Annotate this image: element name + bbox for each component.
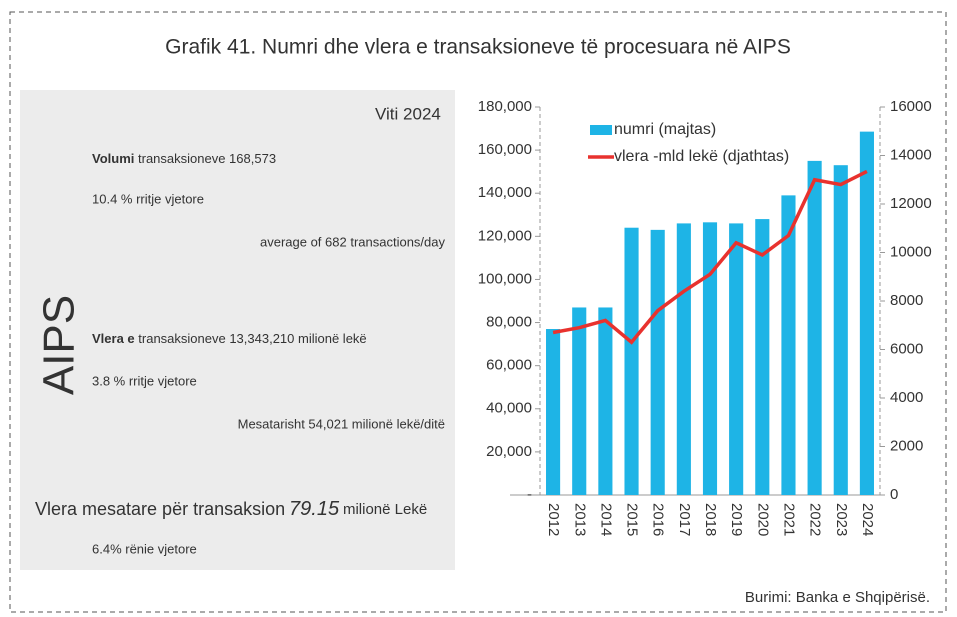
bar — [755, 219, 770, 496]
bar — [598, 307, 613, 495]
frame — [9, 11, 947, 613]
y-tick-label: 160,000 — [478, 141, 532, 158]
y-tick-label: 60,000 — [486, 357, 532, 374]
y-tick-label: - — [527, 486, 532, 503]
line — [552, 169, 868, 345]
x-tick-label: 2018 — [702, 503, 719, 536]
value-text: transaksioneve 13,343,210 milionë lekë — [138, 331, 366, 346]
bar — [572, 307, 587, 495]
x-tick-label: 2021 — [780, 503, 797, 536]
panel-heading: Viti 2024 — [375, 104, 441, 123]
bar — [807, 160, 822, 495]
y-tick-label: 100,000 — [478, 270, 532, 287]
bar — [781, 195, 796, 495]
legend-swatch — [590, 125, 612, 135]
x-tick-label: 2017 — [676, 503, 693, 536]
x-tick-label: 2020 — [754, 503, 771, 536]
bar — [859, 131, 874, 495]
mean-change: 6.4% rënie vjetore — [92, 541, 197, 556]
y2-tick-label: 10000 — [890, 243, 932, 260]
mean-number: 79.15 — [289, 498, 340, 520]
y2-tick-label: 12000 — [890, 195, 932, 212]
y2-tick-label: 4000 — [890, 389, 923, 406]
y2-tick-label: 14000 — [890, 146, 932, 163]
x-tick-label: 2024 — [859, 503, 876, 536]
y-tick-label: 20,000 — [486, 443, 532, 460]
volume-average: average of 682 transactions/day — [260, 234, 446, 249]
bar — [676, 223, 691, 495]
value-line: Vlera e transaksioneve 13,343,210 milion… — [92, 331, 367, 346]
mean-label: Vlera mesatare për transaksion — [35, 499, 285, 519]
bar — [729, 223, 744, 495]
x-tick-label: 2022 — [807, 503, 824, 536]
x-tick-label: 2012 — [545, 503, 562, 536]
chart-title: Grafik 41. Numri dhe vlera e transaksion… — [165, 36, 791, 59]
bar — [546, 329, 561, 495]
y-tick-label: 120,000 — [478, 227, 532, 244]
value-average: Mesatarisht 54,021 milionë lekë/ditë — [238, 416, 445, 431]
volume-growth: 10.4 % rritje vjetore — [92, 191, 204, 206]
y2-tick-label: 16000 — [890, 98, 932, 115]
x-tick-label: 2023 — [833, 503, 850, 536]
legend-label: vlera -mld lekë (djathtas) — [614, 148, 789, 165]
x-tick-label: 2019 — [728, 503, 745, 536]
y-tick-label: 140,000 — [478, 184, 532, 201]
x-tick-label: 2016 — [650, 503, 667, 536]
mean-line: Vlera mesatare për transaksion 79.15 mil… — [35, 498, 427, 520]
value-label: Vlera e — [92, 331, 135, 346]
bar — [624, 227, 639, 495]
legend-label: numri (majtas) — [614, 121, 716, 138]
volume-line: Volumi transaksioneve 168,573 — [92, 151, 276, 166]
x-tick-label: 2014 — [597, 503, 614, 536]
y2-tick-label: 8000 — [890, 292, 923, 309]
y-tick-label: 180,000 — [478, 98, 532, 115]
info-panel — [20, 90, 455, 570]
volume-text: transaksioneve 168,573 — [138, 151, 276, 166]
bar — [833, 165, 848, 495]
value-growth: 3.8 % rritje vjetore — [92, 373, 197, 388]
y-tick-label: 80,000 — [486, 314, 532, 331]
x-tick-label: 2013 — [571, 503, 588, 536]
y-tick-label: 40,000 — [486, 400, 532, 417]
x-tick-label: 2015 — [624, 503, 641, 536]
side-label: AIPS — [35, 295, 84, 395]
y2-tick-label: 2000 — [890, 437, 923, 454]
y2-tick-label: 6000 — [890, 340, 923, 357]
mean-unit: milionë Lekë — [343, 501, 427, 518]
bar — [650, 229, 665, 495]
volume-label: Volumi — [92, 151, 134, 166]
bar — [702, 222, 718, 496]
y2-tick-label: 0 — [890, 486, 898, 503]
source: Burimi: Banka e Shqipërisë. — [745, 589, 930, 606]
